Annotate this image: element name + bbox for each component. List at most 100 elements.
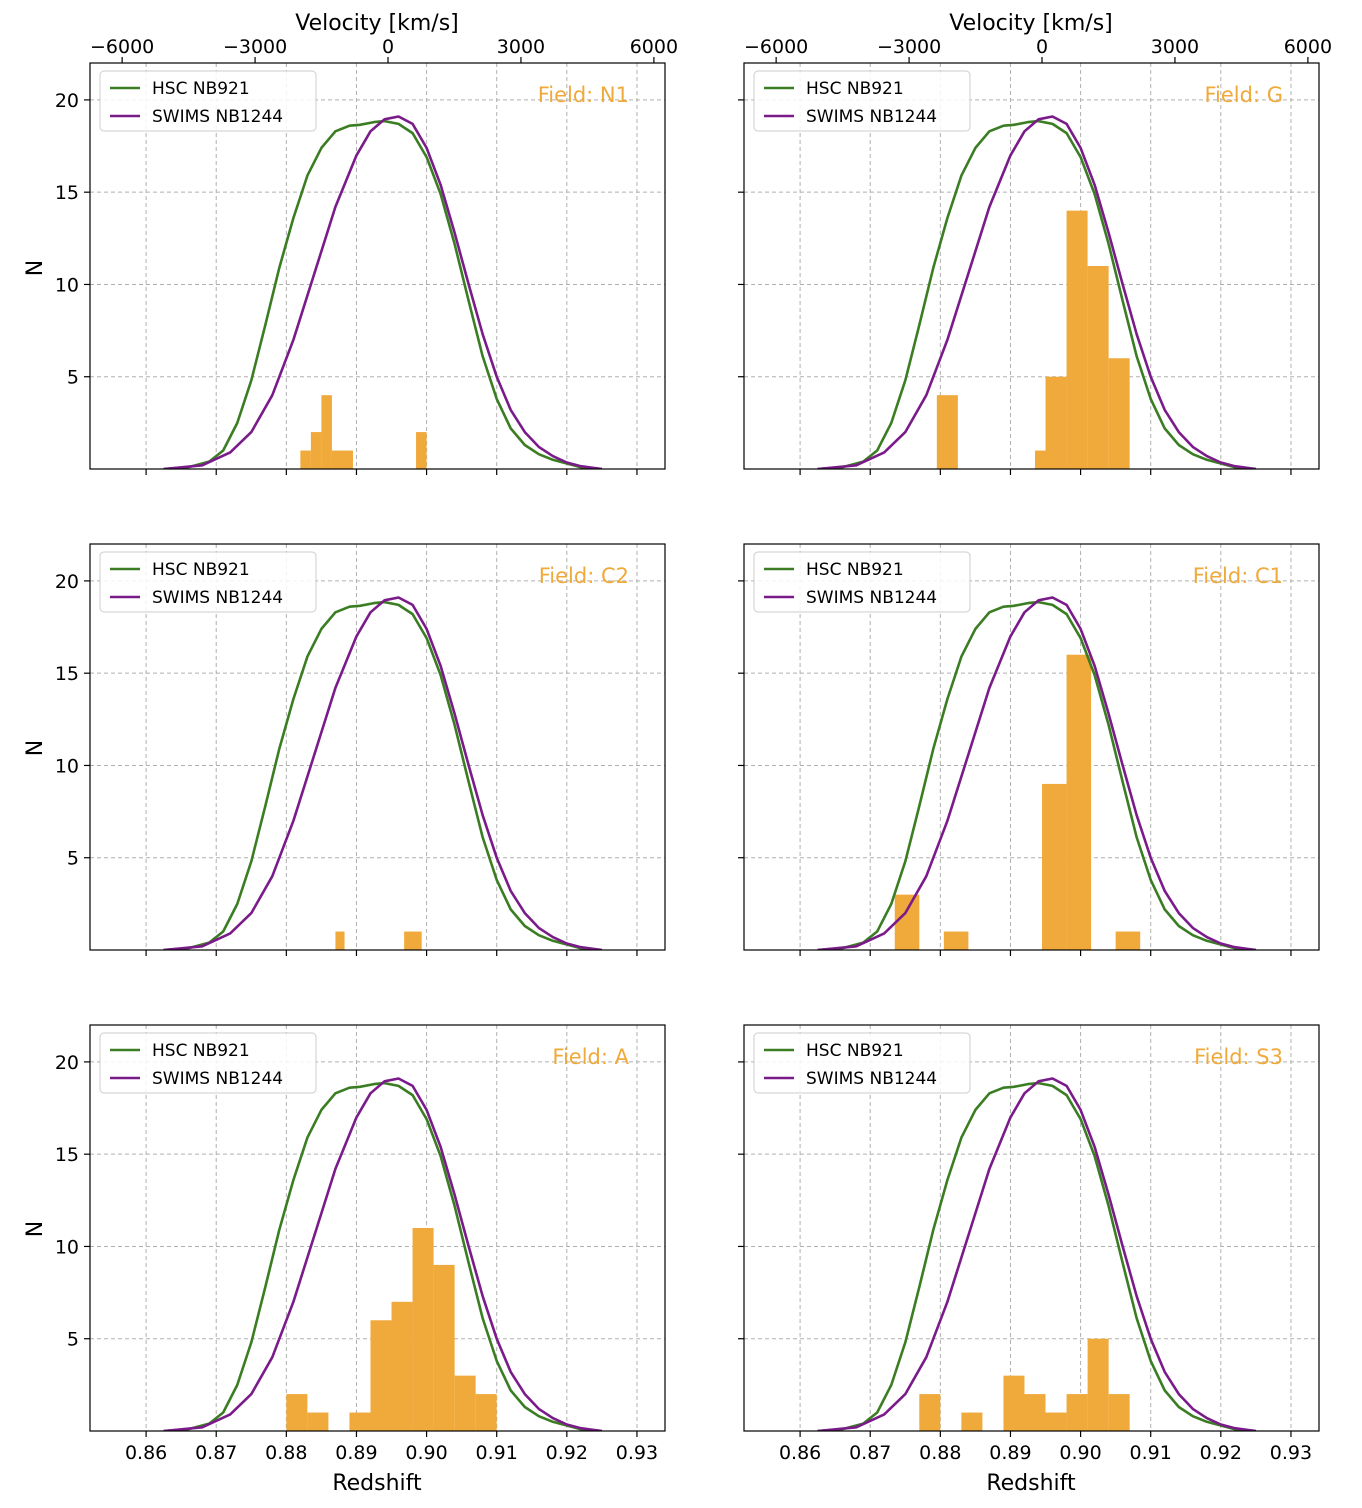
x-tick-label: 0.87 (849, 1442, 891, 1464)
histogram-bar (310, 432, 322, 469)
x-tick-label: 0.93 (1270, 1442, 1312, 1464)
plot-frame (89, 543, 666, 951)
histogram-bar (936, 395, 958, 469)
x-tick-label: 0.92 (1200, 1442, 1242, 1464)
histogram (335, 931, 422, 950)
histogram-bar (404, 931, 422, 950)
histogram-bar (1087, 266, 1109, 469)
histogram-bar (1024, 1394, 1046, 1431)
field-label: Field: C1 (1193, 564, 1283, 588)
histogram (894, 654, 1141, 950)
swims-nb1244-curve (817, 1077, 1257, 1431)
legend-label: SWIMS NB1244 (152, 1069, 283, 1089)
histogram (300, 395, 427, 469)
x-tick-label: 0.93 (616, 1442, 658, 1464)
histogram-bar (1108, 1394, 1130, 1431)
histogram-bar (1087, 1338, 1109, 1431)
histogram-bar (433, 1264, 455, 1431)
y-tick-label: 20 (55, 90, 79, 112)
histogram-bar (1042, 783, 1067, 950)
histogram-bar (331, 450, 353, 469)
x-tick-label: 0.86 (125, 1442, 167, 1464)
x-axis-title-left: Redshift (332, 1471, 422, 1496)
histogram-bar (416, 432, 427, 469)
legend-label: HSC NB921 (806, 1041, 904, 1061)
legend-box (99, 70, 317, 132)
velocity-tick-label: 0 (382, 36, 394, 58)
plot-frame (743, 62, 1320, 470)
x-tick-label: 0.92 (546, 1442, 588, 1464)
field-label: Field: A (552, 1045, 629, 1069)
histogram-bar (943, 931, 969, 950)
swims-nb1244-curve (163, 1077, 603, 1431)
legend-box (753, 70, 971, 132)
legend-label: HSC NB921 (152, 1041, 250, 1061)
legend: HSC NB921 SWIMS NB1244 (753, 70, 971, 132)
histogram-bar (286, 1394, 308, 1431)
legend-label: HSC NB921 (152, 79, 250, 99)
histogram-bar (1066, 1394, 1088, 1431)
plot-frame (89, 1024, 666, 1432)
y-tick-label: 20 (55, 1052, 79, 1074)
top-axis-title-right: Velocity [km/s] (949, 11, 1113, 36)
field-label: Field: N1 (538, 83, 629, 107)
velocity-tick-label: 3000 (497, 36, 545, 58)
histogram-bar (1045, 376, 1067, 469)
x-tick-label: 0.86 (779, 1442, 821, 1464)
legend-label: SWIMS NB1244 (152, 107, 283, 127)
histogram-bar (919, 1394, 941, 1431)
legend: HSC NB921 SWIMS NB1244 (99, 551, 317, 613)
legend-label: HSC NB921 (152, 560, 250, 580)
legend-box (99, 1032, 317, 1094)
histogram-bar (1003, 1375, 1025, 1431)
histogram-bar (1066, 654, 1092, 950)
y-tick-label: 5 (67, 848, 79, 870)
velocity-tick-label: −6000 (744, 36, 808, 58)
histogram (936, 210, 1130, 469)
legend-label: HSC NB921 (806, 560, 904, 580)
histogram-bar (321, 395, 332, 469)
y-tick-label: 15 (55, 182, 79, 204)
x-tick-label: 0.90 (405, 1442, 447, 1464)
histogram-bar (961, 1412, 983, 1431)
velocity-tick-label: 6000 (1284, 36, 1332, 58)
histogram-bar (894, 894, 920, 950)
swims-nb1244-curve (163, 115, 603, 469)
x-tick-label: 0.90 (1059, 1442, 1101, 1464)
velocity-tick-label: −3000 (223, 36, 287, 58)
legend: HSC NB921 SWIMS NB1244 (753, 1032, 971, 1094)
swims-nb1244-curve (817, 115, 1257, 469)
histogram-bar (412, 1228, 434, 1431)
hsc-nb921-curve (817, 119, 1257, 469)
grid (744, 63, 1319, 469)
legend: HSC NB921 SWIMS NB1244 (753, 551, 971, 613)
x-tick-label: 0.88 (265, 1442, 307, 1464)
hsc-nb921-curve (163, 119, 603, 469)
legend-label: SWIMS NB1244 (152, 588, 283, 608)
histogram-bar (307, 1412, 329, 1431)
plot-frame (743, 543, 1320, 951)
y-axis-title-row2: N (23, 740, 48, 756)
y-tick-label: 15 (55, 663, 79, 685)
y-tick-label: 10 (55, 1236, 79, 1258)
histogram-bar (1035, 450, 1046, 469)
histogram-bar (475, 1394, 497, 1431)
histogram-bar (1108, 358, 1130, 469)
grid (90, 544, 665, 950)
panel-g: −6000 −3000 0 3000 6000 HSC NB921 SWIMS NB1244… (738, 36, 1332, 475)
panel-a: 0.86 0.87 0.88 0.89 0.90 0.91 0.92 0.93 5 10 15 20 H… (55, 1024, 666, 1464)
grid (90, 63, 665, 469)
hsc-nb921-curve (163, 600, 603, 950)
legend-box (753, 551, 971, 613)
hsc-nb921-curve (817, 600, 1257, 950)
x-axis-title-right: Redshift (986, 1471, 1076, 1496)
x-tick-label: 0.89 (335, 1442, 377, 1464)
legend-box (753, 1032, 971, 1094)
legend: HSC NB921 SWIMS NB1244 (99, 70, 317, 132)
swims-nb1244-curve (817, 596, 1257, 950)
plot-frame (89, 62, 666, 470)
hsc-nb921-curve (163, 1081, 603, 1431)
legend-label: SWIMS NB1244 (806, 1069, 937, 1089)
histogram-bar (1066, 210, 1088, 469)
